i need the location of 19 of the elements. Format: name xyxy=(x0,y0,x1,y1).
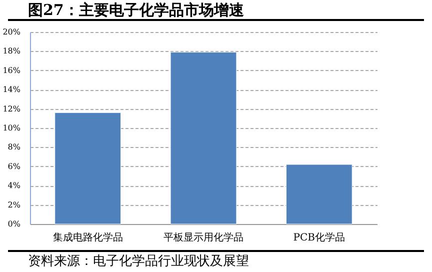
y-tick-label: 4% xyxy=(8,181,21,190)
y-tick-label: 12% xyxy=(2,104,21,114)
bar xyxy=(286,164,352,224)
x-tick-label: PCB化学品 xyxy=(293,232,346,244)
x-tick-label: 平板显示用化学品 xyxy=(164,232,244,244)
chart-title: 图27：主要电子化学品市场增速 xyxy=(8,0,424,21)
y-tick-label: 18% xyxy=(2,46,21,56)
bar xyxy=(54,112,122,224)
y-tick-label: 20% xyxy=(2,28,21,36)
y-tick-label: 6% xyxy=(8,162,21,171)
y-tick-label: 2% xyxy=(8,200,21,210)
y-tick-label: 16% xyxy=(2,66,21,75)
bar xyxy=(170,52,237,224)
x-tick-label: 集成电路化学品 xyxy=(52,232,123,244)
text: 资料来源：电子化学品行业现状及展望 xyxy=(8,250,424,272)
y-tick-label: 0% xyxy=(8,220,21,228)
y-tick-label: 14% xyxy=(2,85,21,94)
y-tick-label: 10% xyxy=(2,124,21,132)
y-tick-label: 8% xyxy=(8,142,21,152)
